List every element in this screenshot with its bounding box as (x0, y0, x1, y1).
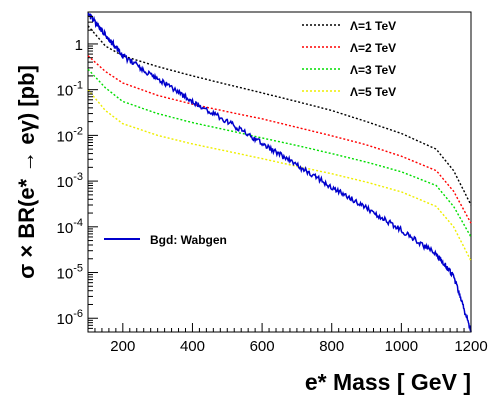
series-lambda-2-tev-line (87, 55, 472, 224)
y-tick-label: 1 (75, 37, 83, 54)
x-tick-label: 1000 (385, 338, 418, 355)
x-axis-title: e* Mass [ GeV ] (305, 369, 471, 395)
plot-frame (87, 11, 472, 333)
y-tick-label: 10-3 (57, 171, 83, 191)
series-lambda-3-tev-line (87, 68, 472, 238)
curves (87, 12, 472, 333)
y-tick-label: 10-1 (57, 80, 83, 100)
x-tick-label: 400 (180, 338, 205, 355)
y-axis-title: σ × BR(e* → eγ) [pb] (14, 65, 39, 279)
legend-label-lambda-2-tev: Λ=2 TeV (350, 41, 396, 55)
legend-label-lambda-5-tev: Λ=5 TeV (350, 85, 396, 99)
y-tick-label: 10-6 (57, 308, 83, 328)
legend-bottom: Bgd: Wabgen (104, 233, 227, 247)
series-lambda-5-tev-line (87, 89, 472, 262)
x-tick-label: 1200 (454, 338, 487, 355)
y-tick-label: 10-5 (57, 263, 83, 283)
axis-ticks: 200 400 600 800 1000 1200 1 10-1 10-2 10-3 10-4 10-… (57, 11, 488, 355)
x-tick-label: 200 (110, 338, 135, 355)
x-tick-label: 600 (250, 338, 275, 355)
legend-top: Λ=1 TeV Λ=2 TeV Λ=3 TeV Λ=5 TeV (302, 19, 396, 99)
x-tick-label: 800 (319, 338, 344, 355)
legend-label-lambda-3-tev: Λ=3 TeV (350, 63, 396, 77)
y-tick-label: 10-4 (57, 217, 83, 237)
series-bgd-wabgen-line (87, 12, 472, 333)
y-tick-label: 10-2 (57, 125, 83, 145)
legend-label-bgd-wabgen: Bgd: Wabgen (150, 233, 227, 247)
legend-label-lambda-1-tev: Λ=1 TeV (350, 19, 396, 33)
series-lambda-1-tev-line (87, 25, 472, 206)
